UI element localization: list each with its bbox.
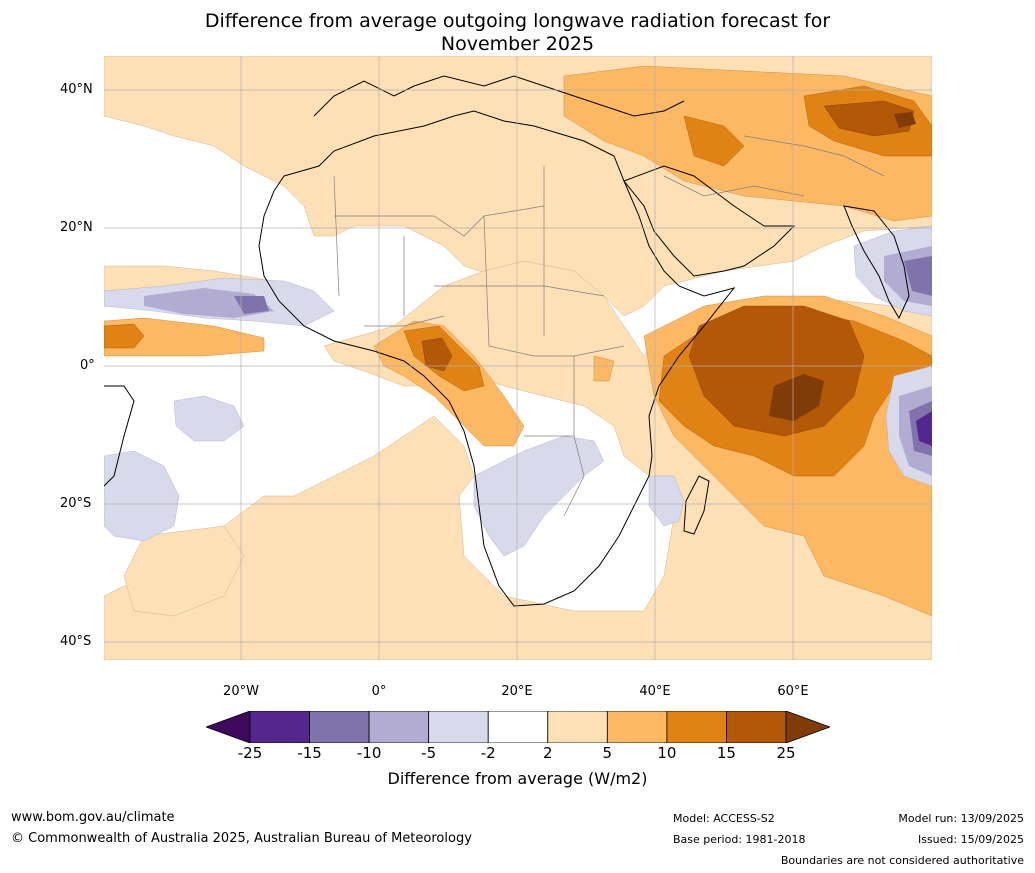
footer-model: Model: ACCESS-S2 <box>673 812 775 825</box>
colorbar-segment <box>309 710 370 744</box>
lon-label-20e: 20°E <box>501 684 533 699</box>
lat-label-40n: 40°N <box>60 82 93 97</box>
lat-label-20s: 20°S <box>60 496 92 511</box>
lon-label-0: 0° <box>371 684 387 699</box>
colorbar-tick-label: -25 <box>237 744 263 762</box>
colorbar-tick-label: 5 <box>602 744 613 762</box>
lat-label-20n: 20°N <box>60 220 93 235</box>
anomaly-fill-15-25 <box>421 100 915 437</box>
map-title-line2: November 2025 <box>440 33 595 55</box>
country-borders <box>333 135 885 517</box>
colorbar-tick-label: -2 <box>480 744 496 762</box>
colorbar-segment <box>666 710 727 744</box>
lat-label-0: 0° <box>80 358 95 373</box>
map-canvas <box>104 56 932 660</box>
colorbar-segment <box>487 710 549 744</box>
footer-disclaimer: Boundaries are not considered authoritat… <box>780 854 1024 867</box>
colorbar-tick-label: 10 <box>657 744 677 762</box>
lon-label-40e: 40°E <box>639 684 671 699</box>
colorbar-tick-label: -15 <box>297 744 322 762</box>
colorbar-segment <box>249 710 310 744</box>
colorbar-segment <box>368 710 430 744</box>
colorbar-tick-label: -5 <box>421 744 437 762</box>
lat-label-40s: 40°S <box>60 634 92 649</box>
colorbar-tick-label: 2 <box>542 744 553 762</box>
footer-model-run: Model run: 13/09/2025 <box>898 812 1024 825</box>
colorbar-tick-label: 15 <box>716 744 736 762</box>
footer-base-period: Base period: 1981-2018 <box>673 833 806 846</box>
colorbar-segment <box>428 710 489 744</box>
map-title: Difference from average outgoing longwav… <box>0 10 1035 56</box>
lon-label-20w: 20°W <box>223 684 259 699</box>
map-title-line1: Difference from average outgoing longwav… <box>204 10 831 32</box>
colorbar-tick-label: -10 <box>356 744 382 762</box>
colorbar-label: Difference from average (W/m2) <box>387 769 648 788</box>
colorbar-segment <box>547 710 608 744</box>
colorbar-arrow-high <box>785 710 832 744</box>
olr-anomaly-map <box>104 56 932 660</box>
colorbar-tick-label: 25 <box>776 744 796 762</box>
anomaly-fill-negative-15-25 <box>916 411 932 446</box>
colorbar <box>204 710 832 744</box>
colorbar-segment <box>606 710 668 744</box>
footer-copyright: © Commonwealth of Australia 2025, Austra… <box>11 831 472 846</box>
footer-website: www.bom.gov.au/climate <box>11 810 175 825</box>
colorbar-svg <box>204 710 832 744</box>
footer-issued: Issued: 15/09/2025 <box>917 833 1024 846</box>
colorbar-arrow-low <box>204 710 251 744</box>
colorbar-segment <box>726 710 787 744</box>
anomaly-fill-over-25 <box>769 112 916 421</box>
lon-label-60e: 60°E <box>777 684 809 699</box>
gridlines <box>104 56 932 660</box>
